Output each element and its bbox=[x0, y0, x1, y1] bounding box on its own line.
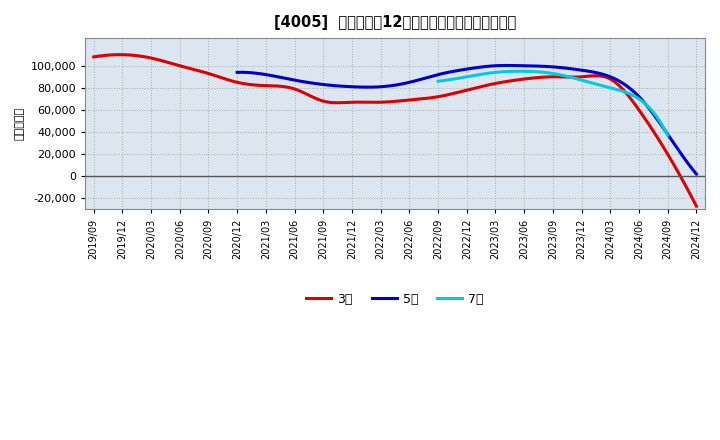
3年 bbox=[692, 203, 701, 209]
Title: [4005]  当期純利益12か月移動合計の平均値の推移: [4005] 当期純利益12か月移動合計の平均値の推移 bbox=[274, 15, 516, 30]
5年 bbox=[651, 114, 660, 119]
7年 bbox=[570, 76, 579, 81]
7年 bbox=[516, 69, 524, 74]
Line: 3年: 3年 bbox=[94, 55, 696, 206]
7年 bbox=[643, 103, 652, 108]
3年 bbox=[91, 54, 100, 59]
7年 bbox=[663, 133, 672, 138]
Line: 7年: 7年 bbox=[438, 71, 667, 136]
3年 bbox=[460, 88, 469, 93]
7年 bbox=[435, 78, 444, 84]
Legend: 3年, 5年, 7年: 3年, 5年, 7年 bbox=[301, 288, 489, 311]
3年 bbox=[450, 91, 459, 96]
5年 bbox=[506, 63, 515, 68]
3年 bbox=[89, 54, 98, 59]
5年 bbox=[621, 83, 630, 88]
5年 bbox=[508, 63, 516, 68]
5年 bbox=[516, 63, 524, 68]
3年 bbox=[116, 52, 125, 57]
7年 bbox=[433, 79, 442, 84]
Y-axis label: （百万円）: （百万円） bbox=[15, 107, 25, 140]
7年 bbox=[628, 92, 636, 98]
5年 bbox=[692, 172, 701, 177]
3年 bbox=[638, 112, 647, 117]
5年 bbox=[233, 70, 241, 75]
Line: 5年: 5年 bbox=[237, 66, 696, 174]
5年 bbox=[503, 63, 512, 68]
3年 bbox=[448, 91, 456, 96]
5年 bbox=[235, 70, 243, 75]
7年 bbox=[571, 76, 580, 81]
7年 bbox=[575, 77, 584, 82]
3年 bbox=[599, 74, 608, 79]
